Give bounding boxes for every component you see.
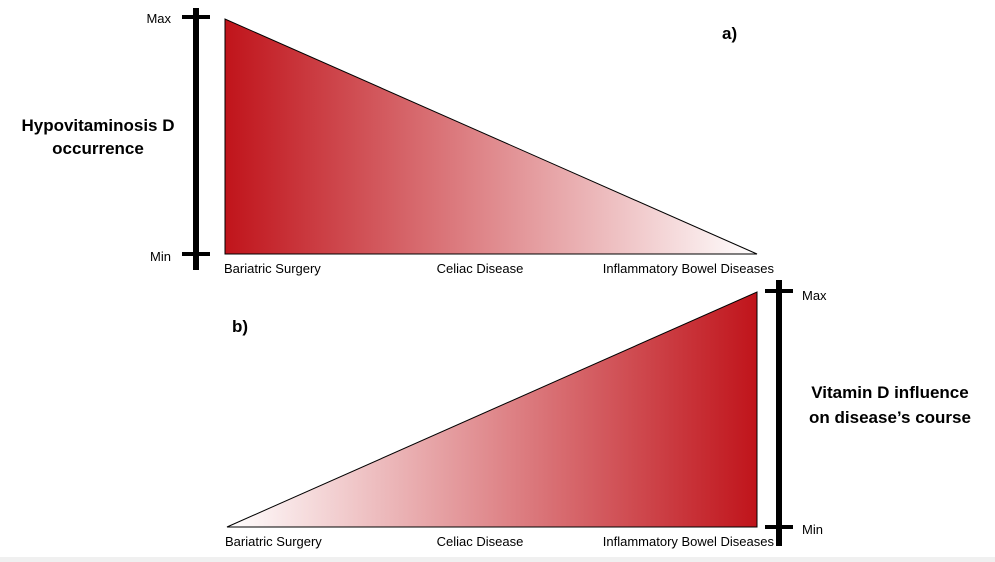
panel-b-label: b) bbox=[232, 317, 248, 336]
panel-a-category-label: Bariatric Surgery bbox=[224, 261, 321, 276]
panel-a-gradient-triangle bbox=[224, 18, 758, 255]
panel-b-axis-title-line1: Vitamin D influence bbox=[811, 383, 968, 402]
panel-b-axis-title-line2: on disease’s course bbox=[809, 408, 971, 427]
panel-a: Max Min Hypovitaminosis D occurrence a) … bbox=[21, 8, 774, 276]
panel-b-axis-min-label: Min bbox=[802, 522, 823, 537]
panel-a-category-label: Celiac Disease bbox=[437, 261, 524, 276]
panel-a-category-label: Inflammatory Bowel Diseases bbox=[603, 261, 775, 276]
panel-a-label: a) bbox=[722, 24, 737, 43]
panel-b: b) Max Min Vitamin D influence on diseas… bbox=[225, 280, 971, 549]
panel-a-axis-min-label: Min bbox=[150, 249, 171, 264]
panel-b-category-label: Celiac Disease bbox=[437, 534, 524, 549]
panel-a-axis-title-line2: occurrence bbox=[52, 139, 144, 158]
panel-b-category-label: Inflammatory Bowel Diseases bbox=[603, 534, 775, 549]
panel-b-category-label: Bariatric Surgery bbox=[225, 534, 322, 549]
panel-b-axis-max-label: Max bbox=[802, 288, 827, 303]
bottom-strip bbox=[0, 557, 995, 562]
panel-a-axis-max-label: Max bbox=[146, 11, 171, 26]
panel-a-axis-title-line1: Hypovitaminosis D bbox=[21, 116, 174, 135]
panel-b-gradient-triangle bbox=[226, 291, 758, 528]
